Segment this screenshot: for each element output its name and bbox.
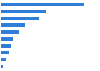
Bar bbox=[1, 58, 6, 61]
Bar bbox=[1, 37, 14, 41]
Bar bbox=[1, 51, 9, 54]
Bar bbox=[1, 17, 39, 20]
Bar bbox=[1, 65, 3, 68]
Bar bbox=[1, 3, 84, 6]
Bar bbox=[1, 24, 25, 27]
Bar bbox=[1, 44, 11, 47]
Bar bbox=[1, 10, 46, 13]
Bar bbox=[1, 30, 20, 34]
